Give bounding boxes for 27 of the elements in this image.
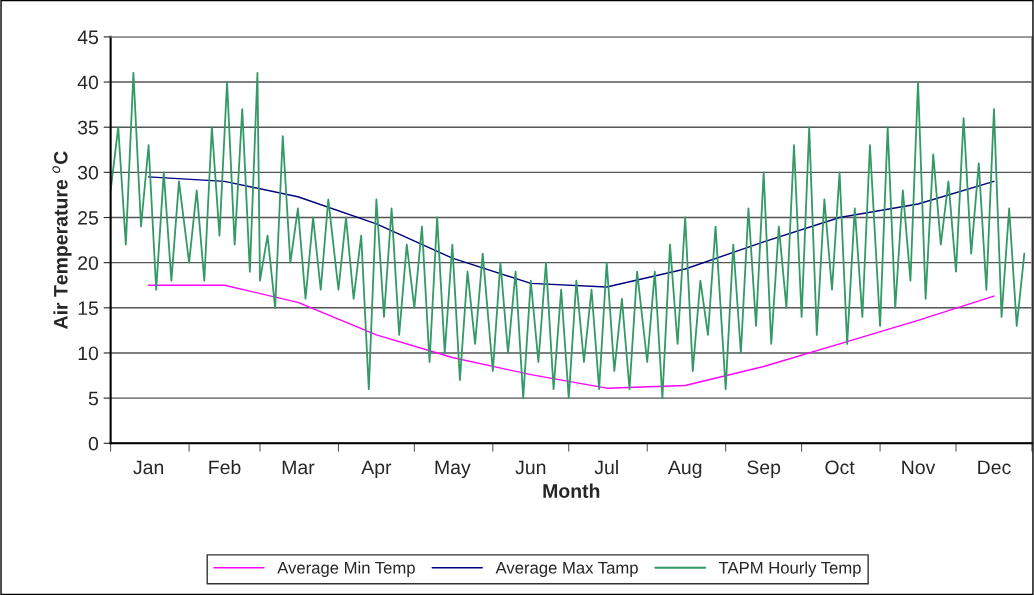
legend-label: Average Max Tamp [495, 562, 638, 578]
y-tick-label: 15 [78, 301, 99, 316]
y-axis-title: Air Temperature $^{o}$C [52, 151, 72, 329]
x-tick-label: Feb [209, 459, 241, 475]
y-tick-label: 5 [88, 391, 99, 406]
x-tick-label: Oct [825, 460, 855, 475]
x-tick-label: Dec [978, 460, 1011, 475]
y-tick-label: 35 [77, 120, 99, 135]
y-tick-label: 40 [77, 75, 99, 90]
x-tick-label: Jan [133, 460, 164, 475]
x-tick-label: Jun [515, 460, 546, 475]
y-tick-label: 0 [88, 436, 99, 451]
y-tick-label: 45 [77, 30, 99, 45]
legend-label: Average Min Temp [277, 561, 415, 578]
x-tick-label: Mar [282, 460, 315, 475]
y-tick-label: 20 [78, 256, 99, 270]
x-tick-label: May [435, 460, 471, 479]
y-tick-label: 10 [78, 346, 99, 361]
x-tick-label: Nov [902, 460, 936, 475]
legend-label: TAPM Hourly Temp [718, 561, 861, 578]
y-tick-label: 25 [78, 210, 99, 225]
y-tick-label: 30 [77, 165, 99, 180]
x-tick-label: Sep [747, 460, 781, 479]
x-tick-label: Aug [667, 460, 702, 479]
x-axis-title: Month [543, 483, 600, 498]
x-tick-label: Jul [594, 459, 618, 475]
x-tick-label: Apr [361, 460, 392, 479]
